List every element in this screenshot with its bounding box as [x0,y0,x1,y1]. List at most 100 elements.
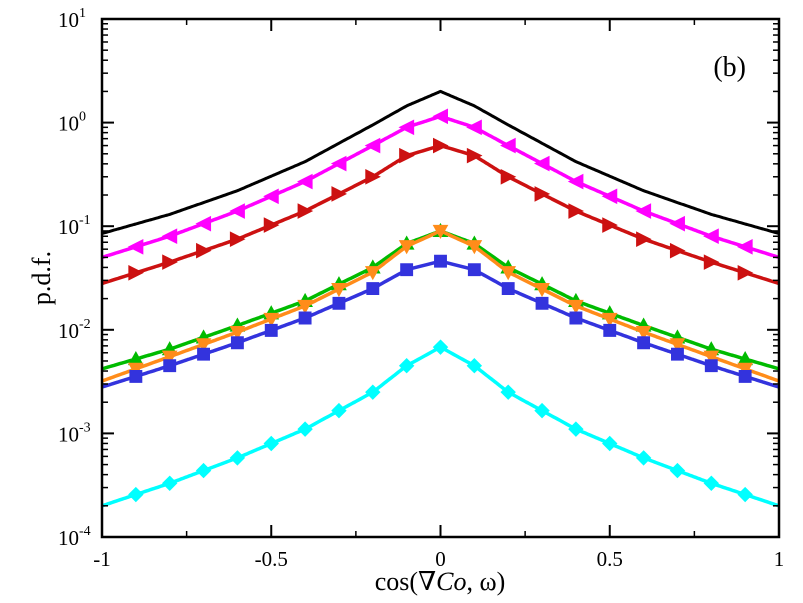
series-marker-magenta [195,215,212,232]
series-marker-red [162,254,178,270]
series-marker-magenta [161,228,178,245]
series-marker-red [128,264,144,281]
series-marker-blue [704,359,718,373]
series-marker-red [196,242,212,259]
series-red [102,137,779,286]
series-marker-blue [569,311,583,325]
series-marker-cyan [737,486,753,503]
series-marker-cyan [263,435,279,452]
x-tick-label: 1 [774,547,785,571]
series-marker-red [500,168,517,185]
series-marker-magenta [263,188,279,205]
series-marker-cyan [331,402,347,419]
y-tick-label: 10-3 [58,420,91,446]
series-marker-cyan [568,421,584,437]
series-marker-blue [129,369,143,383]
series-marker-orange [398,240,415,255]
series-marker-red [703,254,720,270]
series-marker-orange [601,312,618,328]
series-marker-blue [332,296,346,310]
series-marker-red [229,231,246,247]
series-marker-magenta [500,137,516,154]
series-marker-cyan [635,450,652,466]
y-tick-label: 10-4 [58,524,91,550]
y-axis-title: p.d.f. [27,251,56,305]
series-marker-orange [669,338,686,353]
series-marker-magenta [364,137,381,154]
series-marker-cyan [398,358,415,374]
series-marker-orange [635,326,652,341]
series-marker-orange [466,240,483,255]
series-marker-red [602,217,618,233]
series-marker-cyan [161,475,178,491]
series-marker-orange [161,350,178,365]
series-marker-red [466,147,483,164]
series-marker-red [737,264,754,281]
series-marker-orange [195,338,212,353]
series-marker-magenta [601,188,618,205]
series-blue [102,254,779,389]
series-marker-orange [128,362,144,377]
series-line-black [102,89,779,235]
series-marker-orange [331,282,347,298]
series-marker-blue [535,296,549,310]
x-axis-title-suffix: , ω) [467,567,506,596]
x-axis-title: cos(∇Co, ω) [375,567,506,596]
x-tick-label: -1 [93,547,111,571]
series-marker-blue [298,311,312,325]
series-marker-cyan [669,462,686,479]
series-marker-red [263,217,280,233]
series-marker-cyan [432,339,449,355]
y-tick-label: 10-2 [58,317,91,343]
x-tick-label: 0.5 [597,547,623,571]
series-marker-red [534,186,551,202]
series-marker-blue [671,347,684,361]
series-marker-orange [500,266,517,281]
series-marker-blue [637,336,651,350]
series-marker-orange [534,282,550,298]
x-tick-label: 0 [435,547,446,571]
series-marker-cyan [229,450,246,466]
ticks-layer: -1 -0.5 0 0.5 1 10-4 10-3 10-2 10-1 100 101 [58,6,784,571]
series-marker-magenta [398,119,415,136]
series-marker-red [433,137,449,154]
x-tick-label: -0.5 [255,547,288,571]
series-marker-orange [364,266,381,281]
series-marker-magenta [703,228,719,245]
series-marker-orange [703,350,720,365]
series-marker-magenta [533,155,550,172]
series-marker-magenta [635,203,652,219]
series-marker-blue [163,359,177,373]
series-marker-orange [568,299,584,314]
series-marker-orange [229,326,246,341]
series-marker-magenta [229,203,245,219]
series-marker-magenta [330,155,347,172]
y-tick-label: 10-1 [58,213,91,239]
series-marker-cyan [128,486,144,503]
series-marker-magenta [567,173,584,190]
series-marker-cyan [466,358,483,374]
series-marker-blue [501,282,515,296]
series-marker-blue [434,254,447,268]
series-marker-cyan [195,462,212,479]
series-marker-red [331,186,348,202]
series-marker-magenta [466,119,482,136]
series-marker-magenta [669,215,685,232]
series-marker-cyan [534,402,550,419]
series-marker-blue [230,336,244,350]
series-cyan [102,339,779,508]
series-marker-blue [738,369,752,383]
x-axis-title-prefix: cos(∇ [375,567,436,596]
series-marker-cyan [500,384,516,400]
y-tick-label: 101 [58,6,86,32]
series-marker-magenta [432,108,448,125]
series-marker-red [297,203,314,219]
series-marker-red [568,203,585,219]
series-marker-red [636,231,652,247]
series-marker-orange [432,224,449,239]
series-black [102,89,779,235]
series-marker-cyan [365,384,381,400]
series-layer [102,89,779,508]
